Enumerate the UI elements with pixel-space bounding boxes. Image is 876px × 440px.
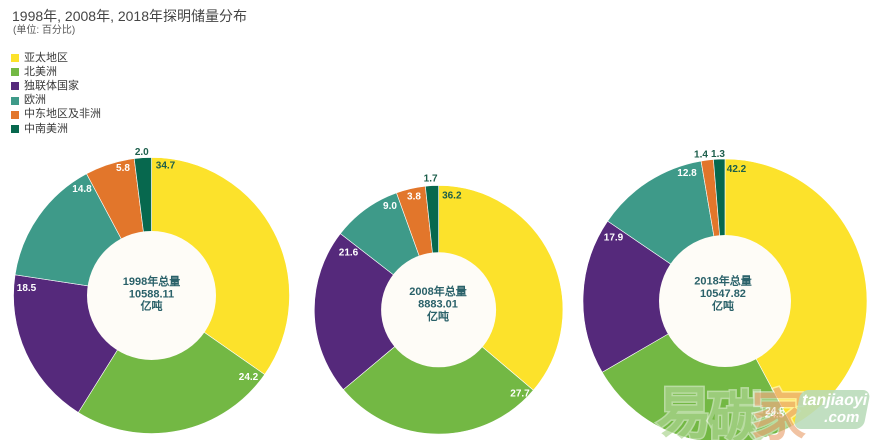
svg-text:2.0: 2.0 <box>135 147 149 158</box>
svg-text:1998年总量: 1998年总量 <box>123 274 180 288</box>
svg-text:14.8: 14.8 <box>72 184 92 195</box>
svg-text:34.7: 34.7 <box>156 161 176 172</box>
svg-text:1.3: 1.3 <box>711 149 725 160</box>
svg-text:21.6: 21.6 <box>339 248 359 259</box>
svg-text:亿吨: 亿吨 <box>427 309 449 323</box>
svg-text:亿吨: 亿吨 <box>712 299 734 313</box>
svg-text:3.8: 3.8 <box>407 191 421 202</box>
svg-text:1.7: 1.7 <box>424 174 438 185</box>
svg-text:42.2: 42.2 <box>727 164 747 175</box>
svg-text:36.2: 36.2 <box>442 190 462 201</box>
svg-text:2008年总量: 2008年总量 <box>409 284 466 298</box>
svg-text:2018年总量: 2018年总量 <box>694 274 751 288</box>
svg-text:27.7: 27.7 <box>510 389 530 400</box>
svg-text:24.2: 24.2 <box>239 372 259 383</box>
svg-text:1.4: 1.4 <box>694 150 708 161</box>
svg-text:亿吨: 亿吨 <box>141 299 163 313</box>
svg-text:24.5: 24.5 <box>765 409 785 420</box>
svg-text:10588.11: 10588.11 <box>129 289 174 301</box>
svg-text:10547.82: 10547.82 <box>700 288 746 300</box>
svg-text:12.8: 12.8 <box>677 168 697 179</box>
svg-text:5.8: 5.8 <box>116 163 130 174</box>
svg-text:9.0: 9.0 <box>383 201 397 212</box>
svg-text:17.9: 17.9 <box>604 233 624 244</box>
svg-text:18.5: 18.5 <box>17 283 37 294</box>
svg-text:8883.01: 8883.01 <box>418 299 458 311</box>
